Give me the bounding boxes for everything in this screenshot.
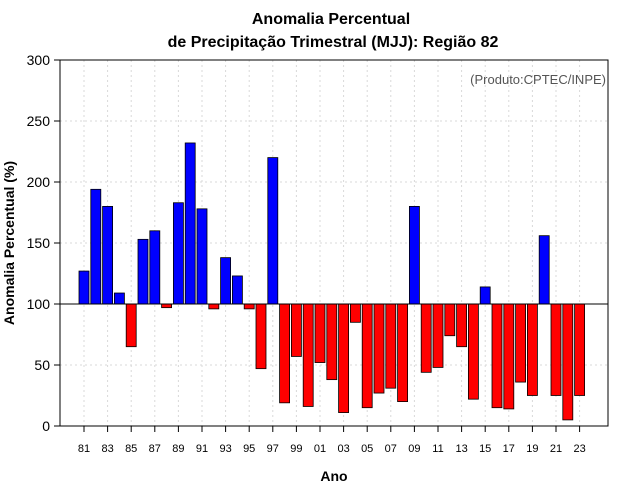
- bar-18: [515, 303, 526, 383]
- y-tick-label: 200: [27, 174, 51, 190]
- x-tick-label: 13: [455, 443, 467, 455]
- x-tick-label: 87: [149, 443, 161, 455]
- bar-05: [361, 303, 373, 409]
- x-tick-label: 91: [196, 443, 208, 455]
- bar-97: [267, 157, 279, 305]
- x-axis-ticks: 81 83 85 87 89 91 93 95 97 99 01 03 05 07 09 11 13 15 17 19…: [78, 426, 586, 455]
- bar-00: [302, 303, 314, 407]
- bar-89: [172, 202, 184, 305]
- bar-93: [220, 257, 232, 305]
- bar-90: [184, 142, 196, 305]
- y-tick-label: 300: [27, 52, 51, 68]
- bar-16: [491, 303, 503, 409]
- bar-99: [290, 303, 302, 357]
- bar-81: [78, 270, 90, 305]
- x-tick-label: 89: [172, 443, 184, 455]
- bar-15: [479, 286, 491, 305]
- bar-98: [279, 303, 291, 404]
- bar-10: [420, 303, 432, 373]
- x-tick-label: 95: [243, 443, 255, 455]
- x-axis-label: Ano: [320, 468, 347, 484]
- y-axis-label: Anomalia Percentual (%): [1, 161, 17, 325]
- bar-06: [373, 303, 385, 394]
- bar-86: [137, 238, 149, 305]
- bar-07: [385, 303, 397, 389]
- bar-84: [114, 292, 125, 305]
- chart-title: Anomalia Percentual: [252, 11, 410, 28]
- bar-02: [326, 303, 338, 381]
- x-tick-label: 99: [290, 443, 302, 455]
- bar-03: [338, 303, 350, 413]
- x-tick-label: 97: [267, 443, 279, 455]
- bar-83: [102, 205, 113, 305]
- bar-85: [125, 303, 137, 348]
- x-tick-label: 07: [385, 443, 397, 455]
- bar-23: [574, 303, 585, 396]
- x-tick-label: 01: [314, 443, 326, 455]
- bar-17: [503, 303, 515, 410]
- x-tick-label: 21: [550, 443, 562, 455]
- bar-14: [467, 303, 479, 400]
- y-tick-label: 150: [27, 235, 51, 251]
- bar-19: [527, 303, 538, 396]
- bar-88: [161, 303, 173, 309]
- y-tick-label: 100: [27, 296, 51, 312]
- bar-92: [208, 303, 220, 310]
- x-tick-label: 11: [432, 443, 443, 455]
- x-tick-label: 81: [78, 443, 90, 455]
- x-tick-label: 83: [101, 443, 113, 455]
- y-tick-label: 250: [27, 113, 51, 129]
- bar-95: [243, 303, 255, 310]
- bar-20: [538, 235, 550, 305]
- x-tick-label: 85: [125, 443, 137, 455]
- bar-08: [397, 303, 409, 402]
- y-axis-ticks: 0 50 100 150 200 250 300: [27, 52, 60, 434]
- chart-subtitle: de Precipitação Trimestral (MJJ): Região…: [168, 34, 499, 51]
- x-tick-label: 05: [361, 443, 373, 455]
- bar-94: [231, 275, 243, 305]
- x-tick-label: 17: [503, 443, 515, 455]
- x-tick-label: 23: [573, 443, 585, 455]
- bar-87: [149, 230, 161, 305]
- bar-96: [255, 303, 267, 370]
- bar-13: [456, 303, 468, 348]
- bar-11: [432, 303, 444, 368]
- bar-22: [562, 303, 574, 421]
- y-tick-label: 50: [34, 357, 50, 373]
- x-tick-label: 09: [408, 443, 420, 455]
- bar-91: [196, 208, 208, 305]
- source-credit: (Produto:CPTEC/INPE): [470, 72, 606, 87]
- bar-12: [444, 303, 456, 337]
- x-tick-label: 03: [337, 443, 349, 455]
- bar-01: [314, 303, 326, 363]
- bar-09: [408, 205, 420, 305]
- x-tick-label: 15: [479, 443, 491, 455]
- x-tick-label: 19: [526, 443, 538, 455]
- bar-04: [349, 303, 361, 323]
- x-tick-label: 93: [219, 443, 231, 455]
- bar-layer: [78, 142, 585, 421]
- bar-82: [90, 188, 102, 305]
- bar-21: [550, 303, 562, 396]
- y-tick-label: 0: [42, 418, 50, 434]
